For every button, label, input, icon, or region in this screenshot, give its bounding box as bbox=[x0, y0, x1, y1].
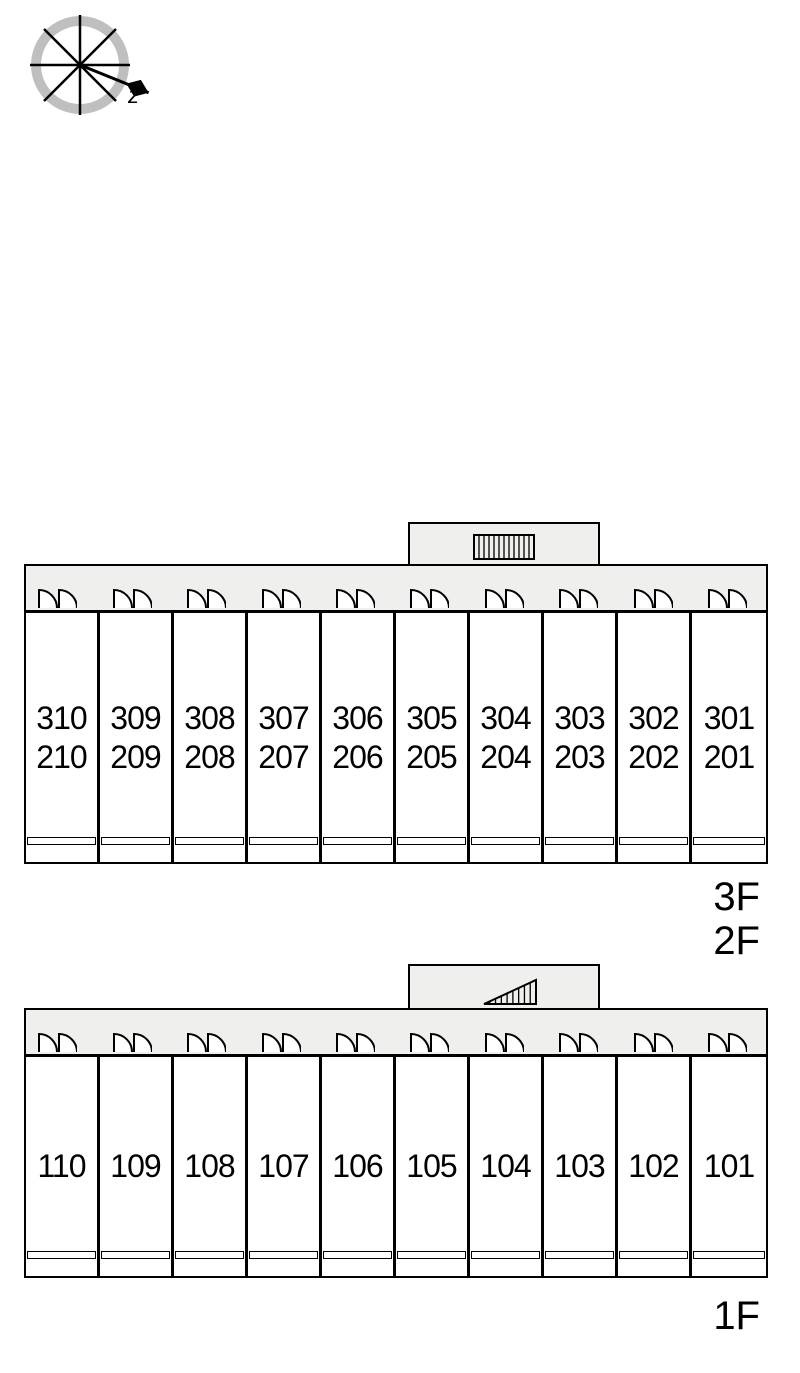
unit-number: 102 bbox=[628, 1147, 678, 1185]
balcony-rail bbox=[397, 837, 465, 845]
unit-number: 306 bbox=[332, 699, 382, 737]
balcony-rail bbox=[249, 837, 317, 845]
floor-label: 3F bbox=[713, 875, 760, 920]
unit-number: 305 bbox=[406, 699, 456, 737]
stair-landing bbox=[408, 522, 600, 566]
unit-number: 303 bbox=[554, 699, 604, 737]
unit-number: 109 bbox=[110, 1147, 160, 1185]
unit-number: 201 bbox=[704, 738, 754, 776]
balcony-rail bbox=[323, 837, 391, 845]
balcony-rail bbox=[693, 1251, 764, 1259]
unit-number: 106 bbox=[332, 1147, 382, 1185]
balcony-rail bbox=[545, 837, 613, 845]
unit-cell: 109 bbox=[100, 1057, 174, 1276]
compass-rose: z bbox=[20, 5, 170, 155]
unit-cell: 103 bbox=[544, 1057, 618, 1276]
unit-number: 208 bbox=[184, 738, 234, 776]
floorplan-canvas: z bbox=[0, 0, 800, 1373]
unit-cell: 106 bbox=[322, 1057, 396, 1276]
balcony-rail bbox=[249, 1251, 317, 1259]
units-row: 110 109 108 107 106 105 104 103 102 101 bbox=[24, 1054, 768, 1278]
floor-label: 1F bbox=[713, 1294, 760, 1339]
unit-cell: 309209 bbox=[100, 613, 174, 862]
unit-number: 308 bbox=[184, 699, 234, 737]
unit-number: 110 bbox=[37, 1147, 85, 1185]
unit-number: 103 bbox=[554, 1147, 604, 1185]
balcony-rail bbox=[693, 837, 764, 845]
unit-cell: 104 bbox=[470, 1057, 544, 1276]
unit-number: 206 bbox=[332, 738, 382, 776]
unit-number: 108 bbox=[184, 1147, 234, 1185]
balcony-rail bbox=[323, 1251, 391, 1259]
unit-cell: 107 bbox=[248, 1057, 322, 1276]
unit-number: 309 bbox=[110, 699, 160, 737]
unit-cell: 110 bbox=[26, 1057, 100, 1276]
balcony-rail bbox=[27, 837, 95, 845]
unit-number: 202 bbox=[628, 738, 678, 776]
unit-number: 307 bbox=[258, 699, 308, 737]
unit-number: 205 bbox=[406, 738, 456, 776]
balcony-rail bbox=[397, 1251, 465, 1259]
unit-number: 209 bbox=[110, 738, 160, 776]
unit-cell: 302202 bbox=[618, 613, 692, 862]
unit-cell: 310210 bbox=[26, 613, 100, 862]
unit-cell: 301201 bbox=[692, 613, 766, 862]
balcony-rail bbox=[545, 1251, 613, 1259]
units-row: 3102103092093082083072073062063052053042… bbox=[24, 610, 768, 864]
balcony-rail bbox=[27, 1251, 95, 1259]
balcony-rail bbox=[619, 1251, 687, 1259]
unit-number: 204 bbox=[480, 738, 530, 776]
unit-cell: 306206 bbox=[322, 613, 396, 862]
unit-cell: 108 bbox=[174, 1057, 248, 1276]
unit-cell: 102 bbox=[618, 1057, 692, 1276]
unit-number: 302 bbox=[628, 699, 678, 737]
balcony-rail bbox=[175, 1251, 243, 1259]
unit-number: 301 bbox=[704, 699, 754, 737]
unit-cell: 305205 bbox=[396, 613, 470, 862]
unit-number: 105 bbox=[406, 1147, 456, 1185]
unit-cell: 304204 bbox=[470, 613, 544, 862]
balcony-rail bbox=[471, 837, 539, 845]
unit-number: 310 bbox=[36, 699, 86, 737]
floor-label: 2F bbox=[713, 919, 760, 964]
unit-number: 104 bbox=[480, 1147, 530, 1185]
unit-number: 210 bbox=[36, 738, 86, 776]
balcony-rail bbox=[619, 837, 687, 845]
unit-number: 203 bbox=[554, 738, 604, 776]
balcony-rail bbox=[175, 837, 243, 845]
balcony-rail bbox=[101, 837, 169, 845]
unit-number: 207 bbox=[258, 738, 308, 776]
balcony-rail bbox=[471, 1251, 539, 1259]
stair-landing bbox=[408, 964, 600, 1010]
unit-cell: 105 bbox=[396, 1057, 470, 1276]
unit-number: 101 bbox=[704, 1147, 754, 1185]
unit-cell: 101 bbox=[692, 1057, 766, 1276]
unit-number: 304 bbox=[480, 699, 530, 737]
unit-cell: 308208 bbox=[174, 613, 248, 862]
unit-number: 107 bbox=[258, 1147, 308, 1185]
compass-label: z bbox=[127, 83, 139, 108]
unit-cell: 307207 bbox=[248, 613, 322, 862]
unit-cell: 303203 bbox=[544, 613, 618, 862]
balcony-rail bbox=[101, 1251, 169, 1259]
